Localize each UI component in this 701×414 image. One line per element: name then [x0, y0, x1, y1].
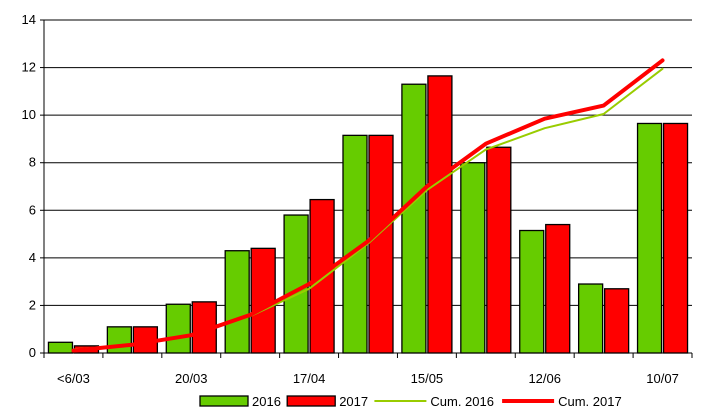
legend-label: 2016	[252, 394, 281, 409]
y-axis-ticks: 0 2 4 6 8 10 12 14	[22, 12, 44, 360]
bar-2016	[636, 122, 663, 354]
y-tick-label: 14	[22, 12, 36, 27]
legend-label: Cum. 2017	[558, 394, 622, 409]
bar-2016	[47, 341, 74, 354]
legend-label: 2017	[339, 394, 368, 409]
y-tick-label: 10	[22, 107, 36, 122]
legend-swatch	[199, 395, 249, 407]
y-tick-label: 6	[29, 202, 36, 217]
bar-2017	[486, 146, 512, 354]
bar-2017	[545, 223, 571, 354]
y-tick-label: 8	[29, 155, 36, 170]
cumulative-lines	[71, 58, 665, 353]
bar-2017	[368, 134, 394, 354]
legend: 2016 2017 Cum. 2016 Cum. 2017	[199, 394, 622, 409]
bar-2016	[283, 214, 309, 354]
bar-2016	[106, 326, 133, 354]
x-tick-label: 20/03	[175, 371, 208, 386]
legend-label: Cum. 2016	[430, 394, 494, 409]
line-cum-2017	[71, 58, 665, 353]
bar-2016	[519, 229, 545, 354]
y-tick-label: 12	[22, 60, 36, 75]
x-tick-label: 10/07	[646, 371, 679, 386]
bar-2016	[165, 303, 191, 354]
bar-2017	[427, 75, 453, 354]
x-tick-label: 15/05	[411, 371, 444, 386]
gridlines	[44, 19, 692, 306]
bar-2017	[603, 288, 630, 354]
bar-2016	[577, 283, 604, 354]
x-tick-label: 17/04	[293, 371, 326, 386]
y-tick-label: 2	[29, 297, 36, 312]
bar-2017	[250, 247, 276, 354]
x-axis-ticks: <6/03 20/03 17/04 15/05 12/06 10/07	[43, 353, 693, 386]
axes	[43, 20, 692, 354]
legend-swatch	[286, 395, 336, 407]
bar-2016	[401, 83, 427, 354]
y-tick-label: 0	[29, 345, 36, 360]
bar-2016	[460, 162, 486, 354]
x-tick-label: <6/03	[57, 371, 90, 386]
y-tick-label: 4	[29, 250, 36, 265]
bar-2016	[224, 250, 250, 354]
bar-2017	[662, 122, 689, 354]
x-tick-label: 12/06	[528, 371, 561, 386]
